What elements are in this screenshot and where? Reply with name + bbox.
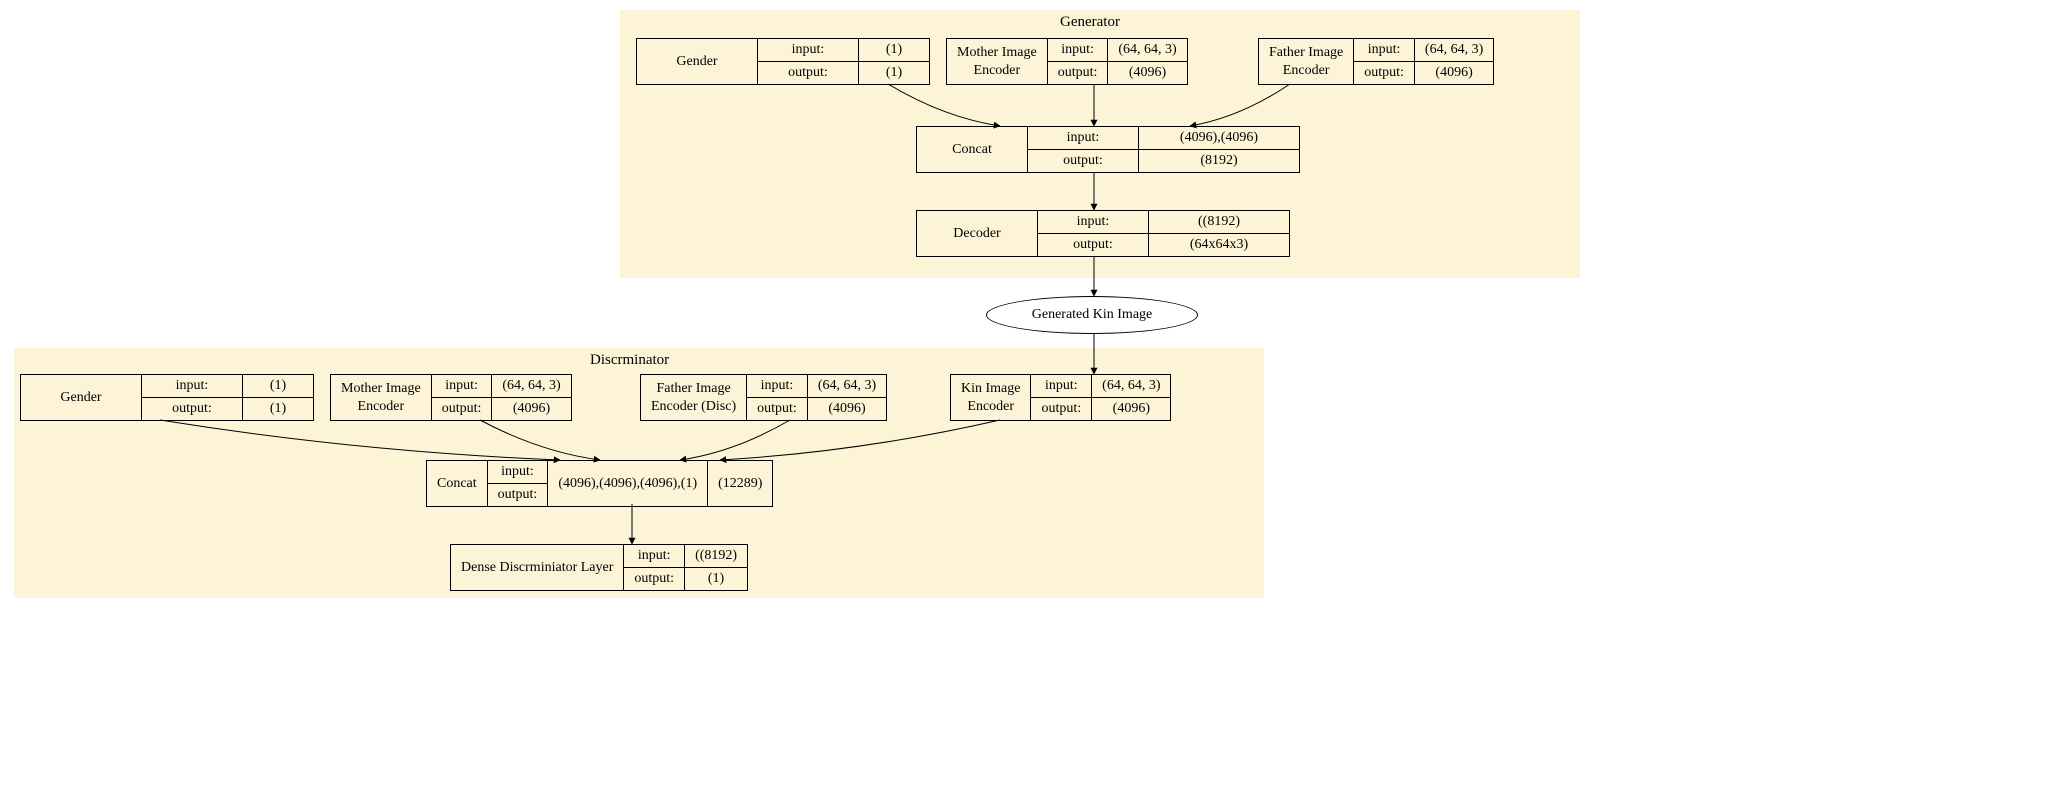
cell: (64, 64, 3) xyxy=(1092,375,1171,398)
cell: ((8192) xyxy=(1149,211,1290,234)
cell: (4096) xyxy=(1414,62,1493,85)
cell: input: xyxy=(1031,375,1092,398)
cell: input: xyxy=(431,375,492,398)
node-title: Father Image Encoder xyxy=(1259,39,1354,85)
cell: output: xyxy=(1354,62,1415,85)
node-title: Kin Image Encoder xyxy=(951,375,1031,421)
cell: (1) xyxy=(243,398,314,421)
generated-kin-image-node: Generated Kin Image xyxy=(986,296,1198,334)
gen-gender-node: Gender input: (1) output: (1) xyxy=(636,38,930,85)
gen-concat-node: Concat input: (4096),(4096) output: (819… xyxy=(916,126,1300,173)
cell: output: xyxy=(142,398,243,421)
cell: output: xyxy=(1031,398,1092,421)
cell: (64, 64, 3) xyxy=(807,375,886,398)
disc-father-node: Father Image Encoder (Disc) input: (64, … xyxy=(640,374,887,421)
cell: output: xyxy=(487,484,548,507)
node-title: Dense Discrminiator Layer xyxy=(451,545,624,591)
cell: output: xyxy=(624,568,685,591)
cell: output: xyxy=(758,62,859,85)
cell: output: xyxy=(1038,234,1149,257)
canvas: Generator Discrminator Gender input: (1)… xyxy=(0,0,2069,800)
disc-mother-node: Mother Image Encoder input: (64, 64, 3) … xyxy=(330,374,572,421)
cell: input: xyxy=(1038,211,1149,234)
cell: input: xyxy=(1354,39,1415,62)
node-title: Gender xyxy=(21,375,142,421)
node-title: Father Image Encoder (Disc) xyxy=(641,375,747,421)
cell: (64x64x3) xyxy=(1149,234,1290,257)
cell: (4096),(4096) xyxy=(1139,127,1300,150)
cell: (4096) xyxy=(1108,62,1187,85)
cell: (64, 64, 3) xyxy=(1414,39,1493,62)
disc-concat-node: Concat input: (4096),(4096),(4096),(1) (… xyxy=(426,460,773,507)
cell: input: xyxy=(758,39,859,62)
cell: output: xyxy=(431,398,492,421)
gen-father-node: Father Image Encoder input: (64, 64, 3) … xyxy=(1258,38,1494,85)
cell: input: xyxy=(142,375,243,398)
gen-mother-node: Mother Image Encoder input: (64, 64, 3) … xyxy=(946,38,1188,85)
cell: input: xyxy=(1028,127,1139,150)
cell: input: xyxy=(487,461,548,484)
cell: output: xyxy=(1028,150,1139,173)
node-title: Mother Image Encoder xyxy=(947,39,1048,85)
node-title: Concat xyxy=(427,461,488,507)
discriminator-label: Discrminator xyxy=(590,352,669,369)
cell: input: xyxy=(1047,39,1108,62)
cell: (12289) xyxy=(708,461,773,507)
cell: (64, 64, 3) xyxy=(1108,39,1187,62)
cell: (1) xyxy=(859,39,930,62)
cell: output: xyxy=(1047,62,1108,85)
cell: ((8192) xyxy=(685,545,748,568)
node-title: Decoder xyxy=(917,211,1038,257)
cell: (64, 64, 3) xyxy=(492,375,571,398)
cell: (4096) xyxy=(492,398,571,421)
cell: (4096) xyxy=(1092,398,1171,421)
node-title: Mother Image Encoder xyxy=(331,375,432,421)
cell: output: xyxy=(747,398,808,421)
cell: input: xyxy=(747,375,808,398)
node-label: Generated Kin Image xyxy=(1032,307,1153,323)
disc-kin-node: Kin Image Encoder input: (64, 64, 3) out… xyxy=(950,374,1171,421)
cell: (4096),(4096),(4096),(1) xyxy=(548,461,708,507)
cell: (1) xyxy=(685,568,748,591)
cell: input: xyxy=(624,545,685,568)
generator-label: Generator xyxy=(1060,14,1120,31)
cell: (1) xyxy=(243,375,314,398)
gen-decoder-node: Decoder input: ((8192) output: (64x64x3) xyxy=(916,210,1290,257)
cell: (1) xyxy=(859,62,930,85)
cell: (8192) xyxy=(1139,150,1300,173)
node-title: Concat xyxy=(917,127,1028,173)
cell: (4096) xyxy=(807,398,886,421)
disc-dense-node: Dense Discrminiator Layer input: ((8192)… xyxy=(450,544,748,591)
disc-gender-node: Gender input: (1) output: (1) xyxy=(20,374,314,421)
node-title: Gender xyxy=(637,39,758,85)
